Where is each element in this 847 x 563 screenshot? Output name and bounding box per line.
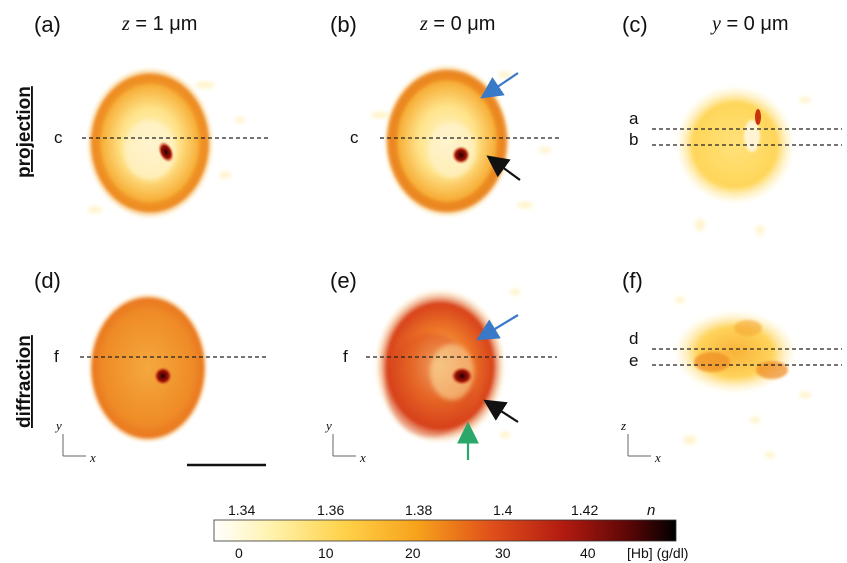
svg-text:y: y [54,418,62,433]
colorbar-hb-tick: 0 [235,545,243,561]
colorbar-n-tick: 1.34 [228,502,255,518]
column-title-1: z = 1 μm [121,13,197,35]
colorbar-hb-tick: 40 [580,545,596,561]
colorbar-n-tick: 1.38 [405,502,432,518]
colorbar-hb-tick: 10 [318,545,334,561]
colorbar-hb-tick: 20 [405,545,421,561]
svg-text:x: x [359,450,366,465]
panel-label-c: (c) [622,12,648,37]
image-panel-c: a b [629,85,842,235]
image-panel-a: c [54,67,268,219]
column-title-3: y = 0 μm [710,13,789,35]
colorbar-gradient [213,519,677,542]
axes-indicator-f: z x [620,418,661,465]
image-panel-e: f y x [324,288,557,465]
blue-arrow-b [480,72,519,99]
colorbar-n-label: n [647,502,655,519]
row-title-diffraction: diffraction [14,335,35,428]
image-panel-f: d e z x [620,297,842,465]
panel-label-d: (d) [34,268,61,293]
svg-text:y: y [324,418,332,433]
panel-label-b: (b) [330,12,357,37]
row-title-projection: projection [14,86,35,178]
black-arrow-e [483,399,519,423]
colorbar: 1.34 1.36 1.38 1.4 1.42 n 0 10 20 30 40 … [213,502,688,561]
panel-label-a: (a) [34,12,61,37]
axes-indicator-d: y x [54,418,96,465]
panel-label-e: (e) [330,268,357,293]
colorbar-n-tick: 1.36 [317,502,344,518]
blue-arrow-e [476,314,519,341]
line-label-b-c: b [629,130,638,149]
colorbar-n-tick: 1.42 [571,502,598,518]
svg-text:x: x [654,450,661,465]
line-label-f-d: f [54,347,59,366]
colorbar-n-tick: 1.4 [493,502,513,518]
svg-text:z: z [620,418,626,433]
colorbar-hb-tick: 30 [495,545,511,561]
line-label-f-e: f [343,347,348,366]
black-arrow-b [486,155,521,181]
line-label-c-a: c [54,128,63,147]
svg-text:x: x [89,450,96,465]
line-label-a-c: a [629,109,639,128]
colorbar-hb-label: [Hb] (g/dl) [627,545,688,561]
line-label-d-f: d [629,329,638,348]
axes-indicator-e: y x [324,418,366,465]
image-panel-d: f y x [54,293,268,467]
panel-label-f: (f) [622,268,643,293]
line-label-c-b: c [350,128,359,147]
line-label-e-f: e [629,351,638,370]
column-title-2: z = 0 μm [419,13,495,35]
image-panel-b: c [350,64,562,218]
